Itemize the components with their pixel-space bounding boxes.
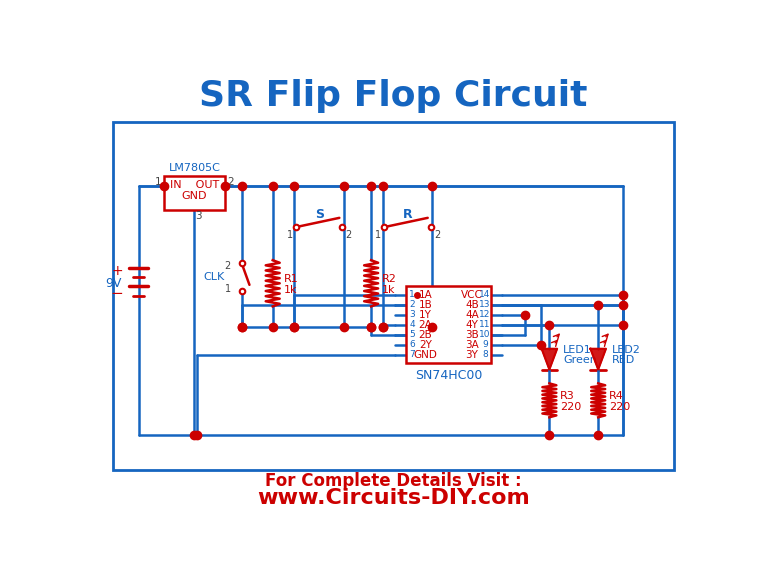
Text: 5: 5	[409, 331, 415, 339]
Text: 220: 220	[609, 402, 631, 413]
Text: R4: R4	[609, 391, 624, 402]
Text: 1Y: 1Y	[419, 310, 432, 320]
Text: CLK: CLK	[204, 272, 225, 282]
Text: 220: 220	[560, 402, 581, 413]
Text: 13: 13	[479, 301, 491, 309]
Text: 1: 1	[225, 284, 231, 294]
Text: LED1: LED1	[563, 345, 592, 355]
Text: 3A: 3A	[465, 340, 478, 350]
Text: +: +	[111, 264, 123, 278]
Text: 1: 1	[154, 177, 161, 187]
Text: Green: Green	[563, 354, 598, 365]
Text: 4B: 4B	[465, 300, 478, 310]
Text: GND: GND	[413, 350, 437, 360]
Text: 2: 2	[434, 230, 440, 240]
Bar	[164, 175, 225, 210]
Text: www.Circuits-DIY.com: www.Circuits-DIY.com	[257, 488, 530, 508]
Text: 2A: 2A	[419, 320, 432, 330]
Text: 1k: 1k	[283, 285, 297, 295]
Polygon shape	[541, 349, 557, 369]
Text: SN74HC00: SN74HC00	[415, 369, 482, 382]
Text: S: S	[315, 208, 323, 221]
Text: 4Y: 4Y	[465, 320, 478, 330]
Text: 6: 6	[409, 340, 415, 350]
Text: 14: 14	[479, 290, 491, 299]
Text: LM7805C: LM7805C	[168, 163, 220, 173]
Bar	[406, 286, 492, 364]
Bar	[113, 122, 674, 470]
Text: 8: 8	[482, 350, 488, 359]
Text: R1: R1	[283, 275, 298, 284]
Text: 3Y: 3Y	[465, 350, 478, 360]
Text: 3B: 3B	[465, 330, 478, 340]
Text: 10: 10	[479, 331, 491, 339]
Text: 2: 2	[346, 230, 352, 240]
Text: 12: 12	[479, 310, 491, 320]
Text: 1B: 1B	[419, 300, 432, 310]
Text: RED: RED	[612, 354, 635, 365]
Text: 9V: 9V	[105, 277, 121, 290]
Text: IN    OUT: IN OUT	[170, 180, 219, 190]
Text: 3: 3	[195, 211, 202, 222]
Text: LED2: LED2	[612, 345, 641, 355]
Text: GND: GND	[182, 192, 207, 201]
Text: 2Y: 2Y	[419, 340, 432, 350]
Text: −: −	[111, 286, 123, 301]
Text: 1: 1	[375, 230, 381, 240]
Text: 1k: 1k	[382, 285, 396, 295]
Text: 11: 11	[479, 320, 491, 329]
Text: For Complete Details Visit :: For Complete Details Visit :	[265, 472, 522, 490]
Text: 3: 3	[409, 310, 415, 320]
Text: 2: 2	[409, 301, 415, 309]
Text: 9: 9	[482, 340, 488, 350]
Text: VCC: VCC	[461, 290, 483, 300]
Text: 7: 7	[409, 350, 415, 359]
Text: R2: R2	[382, 275, 397, 284]
Text: 1: 1	[286, 230, 293, 240]
Text: 2: 2	[227, 177, 234, 187]
Polygon shape	[591, 349, 606, 369]
Text: SR Flip Flop Circuit: SR Flip Flop Circuit	[200, 79, 588, 113]
Text: R: R	[402, 208, 412, 221]
Text: 4A: 4A	[465, 310, 478, 320]
Text: 2B: 2B	[419, 330, 432, 340]
Text: 2: 2	[224, 261, 231, 271]
Text: 1: 1	[409, 290, 415, 299]
Text: R3: R3	[560, 391, 575, 402]
Text: 4: 4	[409, 320, 415, 329]
Text: 1A: 1A	[419, 290, 432, 300]
